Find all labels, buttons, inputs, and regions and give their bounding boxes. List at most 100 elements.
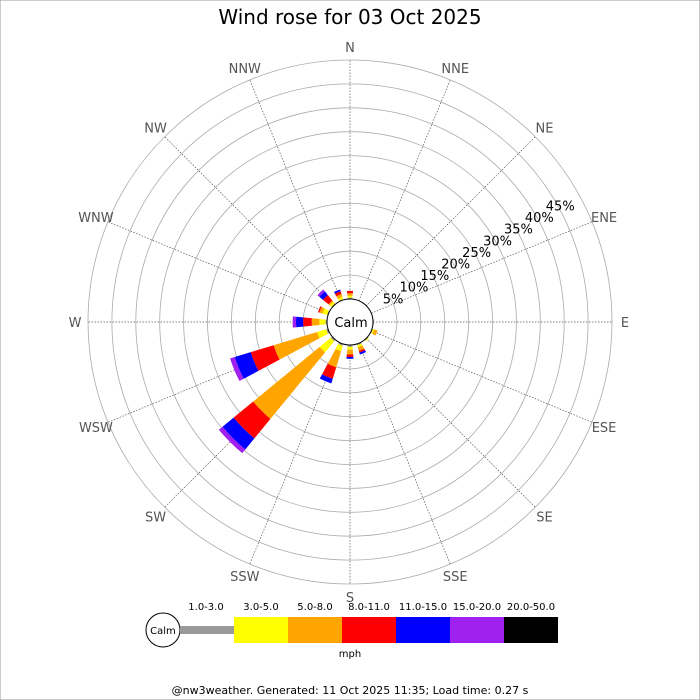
bar-nw-11.0-15.0: [319, 291, 328, 300]
bar-s-8.0-11.0: [346, 354, 354, 357]
bar-wsw-8.0-11.0: [250, 345, 280, 371]
bar-wsw-3.0-5.0: [317, 329, 329, 339]
bar-n-3.0-5.0: [347, 295, 353, 298]
polar-grid: [87, 59, 613, 585]
direction-label-e: E: [621, 316, 629, 331]
bar-nw-5.0-8.0: [328, 300, 334, 306]
direction-label-ssw: SSW: [230, 570, 260, 585]
bar-w-15.0-20.0: [292, 316, 297, 328]
footer-text: @nw3weather. Generated: 11 Oct 2025 11:3…: [172, 684, 529, 697]
direction-label-w: W: [69, 316, 82, 331]
direction-label-wnw: WNW: [78, 211, 114, 226]
bar-se-3.0-5.0: [365, 337, 370, 342]
radial-tick-label: 40%: [525, 211, 554, 226]
bar-sw-15.0-20.0: [218, 426, 246, 454]
speed-unit-label: mph: [339, 649, 361, 660]
radial-tick-label: 5%: [383, 292, 404, 307]
bar-w-3.0-5.0: [319, 319, 326, 325]
spoke-se: [366, 338, 536, 508]
bar-sse-3.0-5.0: [357, 343, 363, 348]
direction-label-nnw: NNW: [229, 62, 261, 77]
radial-tick-label: 20%: [441, 258, 470, 273]
bar-sse-8.0-11.0: [358, 348, 366, 353]
radial-tick-label: 10%: [399, 281, 428, 296]
bar-wsw-1.0-3.0: [326, 328, 330, 334]
legend-label-1.0-3.0: 1.0-3.0: [188, 602, 223, 613]
direction-label-sse: SSE: [443, 570, 468, 585]
direction-label-ne: NE: [535, 122, 553, 137]
bar-w-8.0-11.0: [303, 317, 312, 327]
radial-tick-label: 30%: [483, 234, 512, 249]
wind-bars: [218, 289, 378, 454]
spoke-sse: [358, 343, 451, 565]
bar-nw-3.0-5.0: [329, 301, 335, 307]
legend-label-8.0-11.0: 8.0-11.0: [348, 602, 390, 613]
bar-ssw-1.0-3.0: [338, 342, 344, 346]
legend-swatch-11.0-15.0: [396, 617, 450, 643]
bar-ssw-5.0-8.0: [327, 349, 342, 368]
grid-circle: [87, 59, 613, 585]
bar-nnw-8.0-11.0: [334, 291, 342, 297]
bar-sw-8.0-11.0: [233, 401, 271, 439]
spoke-nw: [164, 136, 334, 306]
bar-sw-5.0-8.0: [253, 346, 326, 419]
grid-circle: [254, 226, 446, 418]
bar-ssw-11.0-15.0: [319, 374, 333, 384]
bar-wsw-5.0-8.0: [273, 332, 320, 360]
legend-label-3.0-5.0: 3.0-5.0: [243, 602, 278, 613]
bar-wnw-8.0-11.0: [317, 306, 322, 313]
legend-label-15.0-20.0: 15.0-20.0: [453, 602, 501, 613]
radial-tick-labels: 5%10%15%20%25%30%35%40%45%: [383, 200, 575, 308]
radial-tick-label: 45%: [546, 200, 575, 215]
bar-s-3.0-5.0: [347, 346, 353, 350]
spoke-nnw: [249, 79, 342, 301]
direction-label-se: SE: [536, 510, 552, 525]
legend-calm-label: Calm: [150, 626, 176, 637]
bar-ese-5.0-8.0: [372, 329, 378, 336]
bar-w-5.0-8.0: [311, 318, 320, 326]
spoke-nne: [358, 79, 451, 301]
bar-ssw-8.0-11.0: [322, 363, 337, 379]
spoke-ese: [371, 330, 593, 423]
direction-label-n: N: [345, 41, 355, 56]
chart-title: Wind rose for 03 Oct 2025: [218, 5, 481, 29]
legend-swatch-1.0-3.0: [180, 626, 234, 634]
spoke-wnw: [107, 221, 329, 314]
direction-label-ene: ENE: [591, 211, 617, 226]
legend-swatch-8.0-11.0: [342, 617, 396, 643]
grid-circle: [135, 107, 565, 537]
radial-tick-label: 35%: [504, 223, 533, 238]
direction-label-nne: NNE: [441, 62, 469, 77]
bar-n-5.0-8.0: [347, 293, 353, 296]
spoke-ne: [366, 136, 536, 306]
bar-s-11.0-15.0: [346, 356, 354, 359]
legend-swatch-15.0-20.0: [450, 617, 504, 643]
grid-circle: [278, 250, 422, 394]
bar-wsw-15.0-20.0: [230, 357, 244, 382]
bar-w-11.0-15.0: [295, 316, 304, 328]
direction-label-ese: ESE: [592, 421, 617, 436]
bar-sw-11.0-15.0: [222, 417, 255, 450]
bar-sw-1.0-3.0: [330, 336, 336, 342]
grid-circle: [183, 155, 517, 489]
calm-circle: Calm: [326, 298, 374, 346]
calm-label: Calm: [334, 316, 367, 331]
direction-label-sw: SW: [145, 510, 166, 525]
legend-swatch-5.0-8.0: [288, 617, 342, 643]
legend-swatch-3.0-5.0: [234, 617, 288, 643]
bar-n-8.0-11.0: [346, 290, 354, 294]
legend-swatch-20.0-50.0: [504, 617, 558, 643]
bar-wnw-5.0-8.0: [319, 306, 325, 314]
bar-nw-15.0-20.0: [317, 289, 325, 297]
grid-circle: [230, 202, 469, 441]
bar-ese-3.0-5.0: [371, 328, 375, 334]
legend-label-11.0-15.0: 11.0-15.0: [399, 602, 447, 613]
radial-tick-label: 15%: [420, 269, 449, 284]
bar-s-5.0-8.0: [346, 349, 354, 355]
grid-circle: [159, 131, 541, 513]
bar-sse-11.0-15.0: [359, 350, 367, 355]
bar-nnw-11.0-15.0: [333, 289, 341, 294]
bar-wsw-11.0-15.0: [234, 352, 259, 379]
spoke-ene: [371, 221, 593, 314]
